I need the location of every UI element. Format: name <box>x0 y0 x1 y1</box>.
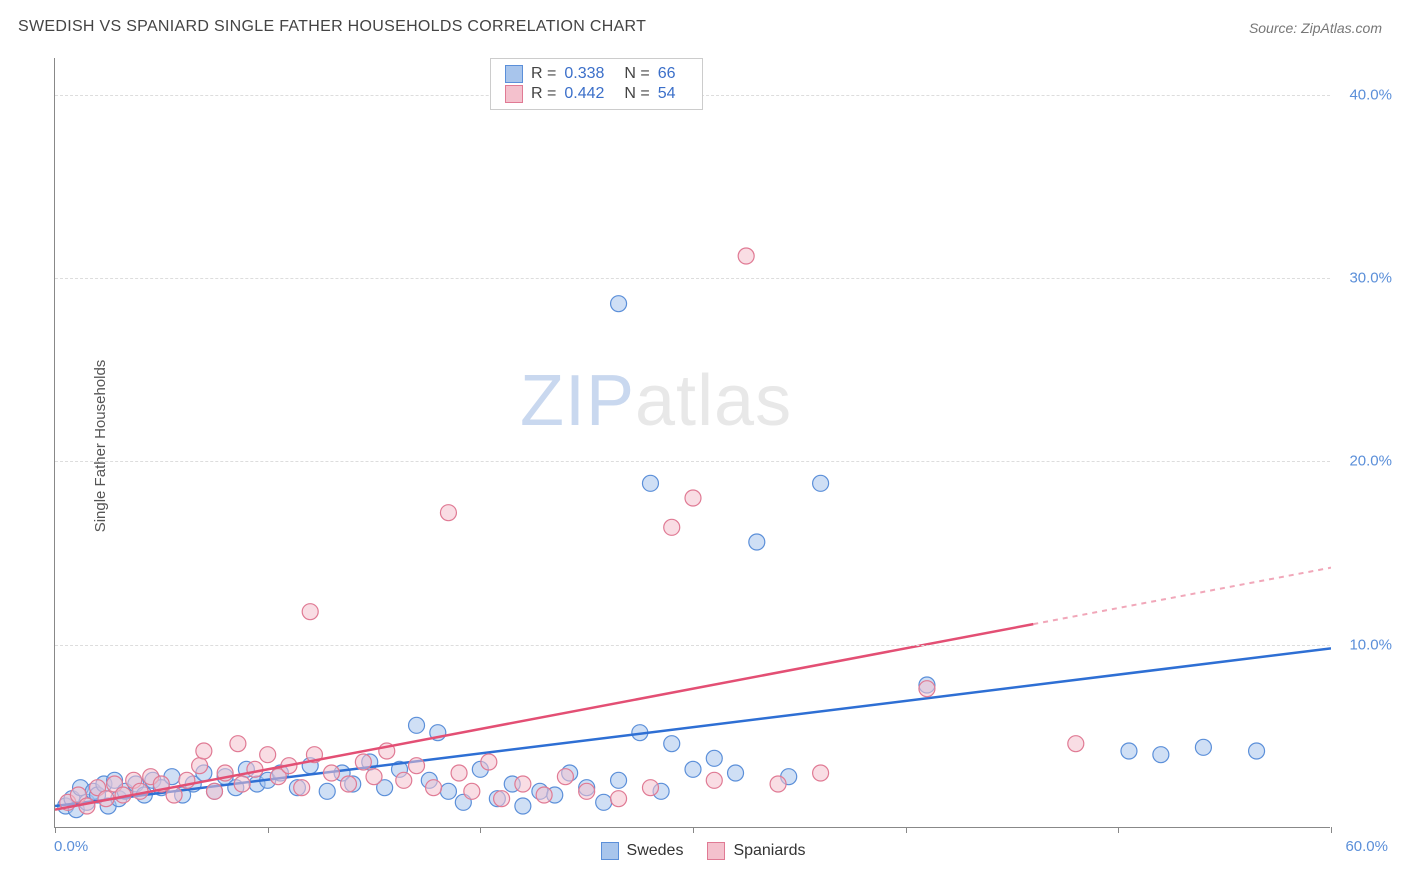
r-value: 0.442 <box>564 85 604 103</box>
data-point <box>355 754 371 770</box>
data-point <box>481 754 497 770</box>
series-legend: Swedes Spaniards <box>0 842 1406 860</box>
data-point <box>79 798 95 814</box>
data-point <box>642 780 658 796</box>
legend-item: Spaniards <box>707 842 805 860</box>
data-point <box>1195 739 1211 755</box>
n-value: 66 <box>658 65 676 83</box>
x-tick <box>268 827 269 833</box>
n-value: 54 <box>658 85 676 103</box>
chart-title: SWEDISH VS SPANIARD SINGLE FATHER HOUSEH… <box>18 18 646 36</box>
data-point <box>192 758 208 774</box>
y-tick-label: 40.0% <box>1349 86 1392 103</box>
y-tick-label: 10.0% <box>1349 636 1392 653</box>
data-point <box>366 769 382 785</box>
data-point <box>464 783 480 799</box>
legend-label: Spaniards <box>733 842 805 860</box>
data-point <box>1153 747 1169 763</box>
data-point <box>451 765 467 781</box>
data-point <box>409 758 425 774</box>
data-point <box>323 765 339 781</box>
data-point <box>247 761 263 777</box>
source-name: ZipAtlas.com <box>1301 20 1382 36</box>
x-tick <box>55 827 56 833</box>
data-point <box>396 772 412 788</box>
data-point <box>579 783 595 799</box>
n-label: N = <box>624 65 649 83</box>
data-point <box>728 765 744 781</box>
r-label: R = <box>531 85 556 103</box>
data-point <box>642 475 658 491</box>
data-point <box>557 769 573 785</box>
data-point <box>302 604 318 620</box>
stats-legend-box: R = 0.338 N = 66 R = 0.442 N = 54 <box>490 58 703 110</box>
data-point <box>611 772 627 788</box>
y-tick-label: 20.0% <box>1349 453 1392 470</box>
data-point <box>196 743 212 759</box>
data-point <box>1068 736 1084 752</box>
data-point <box>515 798 531 814</box>
data-point <box>409 717 425 733</box>
y-tick-label: 30.0% <box>1349 270 1392 287</box>
data-point <box>664 519 680 535</box>
data-point <box>260 747 276 763</box>
source-attribution: Source: ZipAtlas.com <box>1249 20 1382 36</box>
data-point <box>1121 743 1137 759</box>
data-point <box>611 296 627 312</box>
r-value: 0.338 <box>564 65 604 83</box>
data-point <box>596 794 612 810</box>
data-point <box>664 736 680 752</box>
legend-item: Swedes <box>601 842 684 860</box>
data-point <box>440 505 456 521</box>
series-swatch <box>505 65 523 83</box>
stats-row: R = 0.338 N = 66 <box>505 64 688 84</box>
data-point <box>685 761 701 777</box>
data-point <box>340 776 356 792</box>
gridline <box>55 278 1330 279</box>
data-point <box>536 787 552 803</box>
data-point <box>515 776 531 792</box>
x-tick <box>1118 827 1119 833</box>
series-swatch <box>505 85 523 103</box>
data-point <box>770 776 786 792</box>
trend-line-extrapolated <box>1033 568 1331 624</box>
data-point <box>738 248 754 264</box>
data-point <box>813 765 829 781</box>
data-point <box>294 780 310 796</box>
data-point <box>234 776 250 792</box>
x-tick <box>693 827 694 833</box>
source-prefix: Source: <box>1249 20 1301 36</box>
data-point <box>706 750 722 766</box>
legend-label: Swedes <box>627 842 684 860</box>
stats-row: R = 0.442 N = 54 <box>505 84 688 104</box>
data-point <box>494 791 510 807</box>
series-swatch <box>601 842 619 860</box>
series-swatch <box>707 842 725 860</box>
data-point <box>440 783 456 799</box>
data-point <box>230 736 246 752</box>
plot-area: 10.0%20.0%30.0%40.0% <box>54 58 1330 828</box>
x-tick <box>480 827 481 833</box>
x-tick <box>1331 827 1332 833</box>
data-point <box>207 783 223 799</box>
data-point <box>813 475 829 491</box>
n-label: N = <box>624 85 649 103</box>
data-point <box>685 490 701 506</box>
gridline <box>55 645 1330 646</box>
scatter-plot-svg <box>55 58 1331 828</box>
r-label: R = <box>531 65 556 83</box>
data-point <box>426 780 442 796</box>
gridline <box>55 461 1330 462</box>
x-tick <box>906 827 907 833</box>
data-point <box>706 772 722 788</box>
trend-line <box>55 624 1033 810</box>
data-point <box>919 681 935 697</box>
data-point <box>611 791 627 807</box>
data-point <box>749 534 765 550</box>
data-point <box>319 783 335 799</box>
data-point <box>1249 743 1265 759</box>
